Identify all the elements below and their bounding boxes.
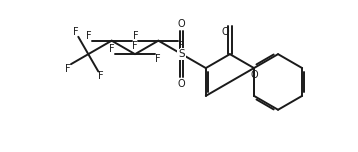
Text: F: F: [178, 41, 184, 51]
Text: F: F: [98, 71, 104, 81]
Text: F: F: [110, 44, 115, 54]
Text: F: F: [132, 41, 137, 51]
Text: S: S: [178, 49, 185, 59]
Text: F: F: [66, 64, 71, 74]
Text: F: F: [73, 27, 78, 37]
Text: F: F: [86, 31, 92, 41]
Text: F: F: [155, 54, 161, 64]
Text: O: O: [178, 79, 185, 89]
Text: O: O: [221, 27, 229, 37]
Text: O: O: [250, 70, 258, 80]
Text: F: F: [133, 31, 138, 41]
Text: O: O: [178, 19, 185, 29]
